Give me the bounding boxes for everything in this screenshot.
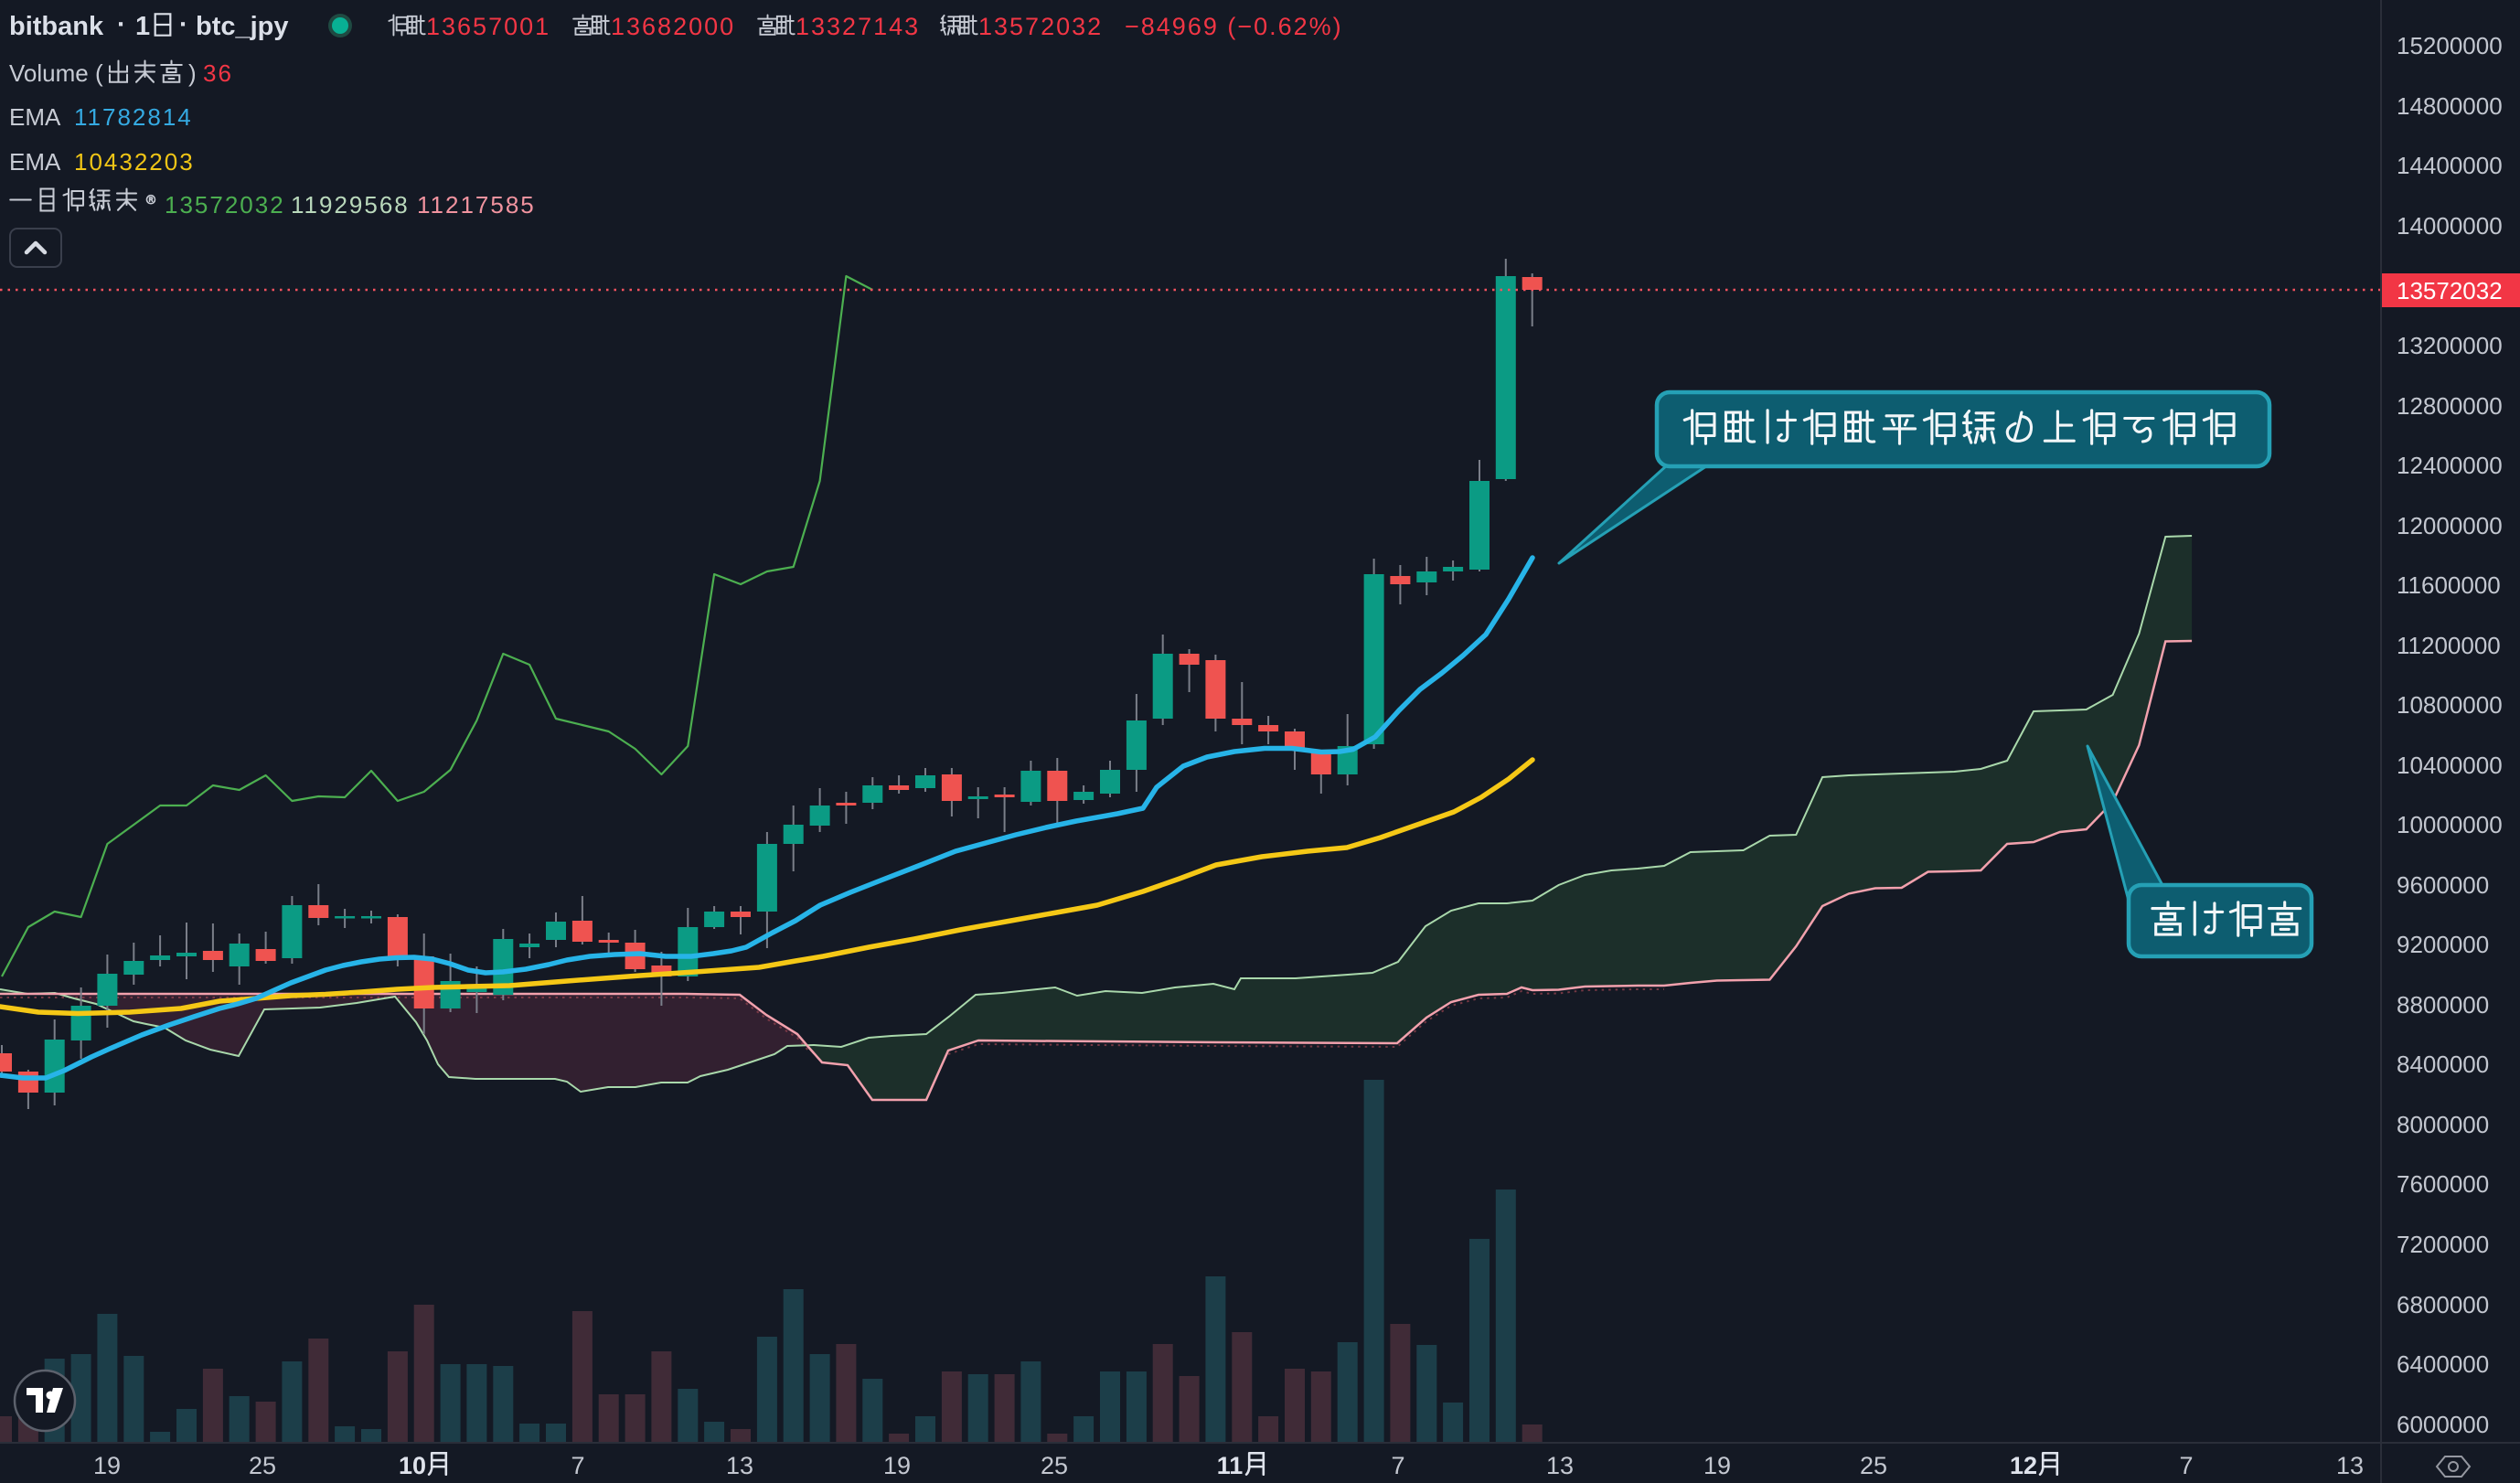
svg-text:14800000: 14800000: [2397, 92, 2503, 120]
svg-text:11600000: 11600000: [2397, 571, 2501, 599]
svg-text:7200000: 7200000: [2397, 1231, 2489, 1258]
svg-text:12400000: 12400000: [2397, 452, 2503, 479]
svg-text:7: 7: [2179, 1452, 2193, 1479]
svg-text:7: 7: [571, 1452, 584, 1479]
svg-text:13657001: 13657001: [426, 13, 550, 40]
svg-text:9200000: 9200000: [2397, 931, 2489, 958]
svg-text:11200000: 11200000: [2397, 632, 2501, 659]
svg-text:14000000: 14000000: [2397, 212, 2503, 240]
svg-text:19: 19: [883, 1452, 911, 1479]
svg-text:EMA: EMA: [9, 103, 61, 131]
svg-text:15200000: 15200000: [2397, 32, 2503, 59]
svg-text:·: ·: [179, 10, 188, 39]
svg-text:10800000: 10800000: [2397, 691, 2503, 719]
svg-text:Volume (: Volume (: [9, 59, 103, 87]
svg-text:13572032: 13572032: [2397, 277, 2503, 304]
svg-text:EMA: EMA: [9, 148, 61, 176]
svg-text:7: 7: [1391, 1452, 1404, 1479]
svg-text:10000000: 10000000: [2397, 811, 2503, 838]
svg-text:19: 19: [1703, 1452, 1731, 1479]
svg-text:13327143: 13327143: [796, 13, 920, 40]
svg-text:11782814: 11782814: [74, 103, 193, 131]
svg-text:btc_jpy: btc_jpy: [196, 12, 289, 41]
svg-text:10432203: 10432203: [74, 148, 195, 176]
svg-text:7600000: 7600000: [2397, 1170, 2489, 1198]
svg-text:8000000: 8000000: [2397, 1111, 2489, 1138]
svg-text:−84969 (−0.62%): −84969 (−0.62%): [1125, 13, 1343, 40]
svg-text:8800000: 8800000: [2397, 991, 2489, 1019]
svg-text:25: 25: [249, 1452, 276, 1479]
svg-text:25: 25: [1860, 1452, 1887, 1479]
svg-text:14400000: 14400000: [2397, 152, 2503, 179]
svg-text:36: 36: [203, 59, 233, 87]
svg-text:10: 10: [399, 1452, 426, 1479]
svg-text:13572032: 13572032: [165, 191, 285, 219]
svg-text:19: 19: [93, 1452, 121, 1479]
svg-text:13: 13: [726, 1452, 753, 1479]
svg-text:1: 1: [135, 12, 150, 41]
svg-text:12000000: 12000000: [2397, 512, 2503, 539]
svg-text:9600000: 9600000: [2397, 871, 2489, 899]
svg-text:6400000: 6400000: [2397, 1350, 2489, 1378]
svg-text:bitbank: bitbank: [9, 12, 104, 41]
svg-text:6000000: 6000000: [2397, 1411, 2489, 1438]
svg-text:12800000: 12800000: [2397, 392, 2503, 420]
svg-text:13: 13: [2336, 1452, 2364, 1479]
svg-text:8400000: 8400000: [2397, 1051, 2489, 1078]
svg-text:13572032: 13572032: [978, 13, 1103, 40]
svg-text:13200000: 13200000: [2397, 332, 2503, 359]
svg-text:): ): [188, 59, 197, 87]
svg-text:11929568: 11929568: [291, 191, 410, 219]
svg-text:25: 25: [1041, 1452, 1068, 1479]
svg-text:12: 12: [2010, 1452, 2037, 1479]
svg-text:6800000: 6800000: [2397, 1291, 2489, 1318]
svg-text:·: ·: [117, 10, 126, 39]
svg-text:13: 13: [1546, 1452, 1574, 1479]
svg-text:11: 11: [1217, 1452, 1244, 1479]
svg-text:13682000: 13682000: [611, 13, 735, 40]
svg-text:10400000: 10400000: [2397, 752, 2503, 779]
svg-text:11217585: 11217585: [417, 191, 536, 219]
